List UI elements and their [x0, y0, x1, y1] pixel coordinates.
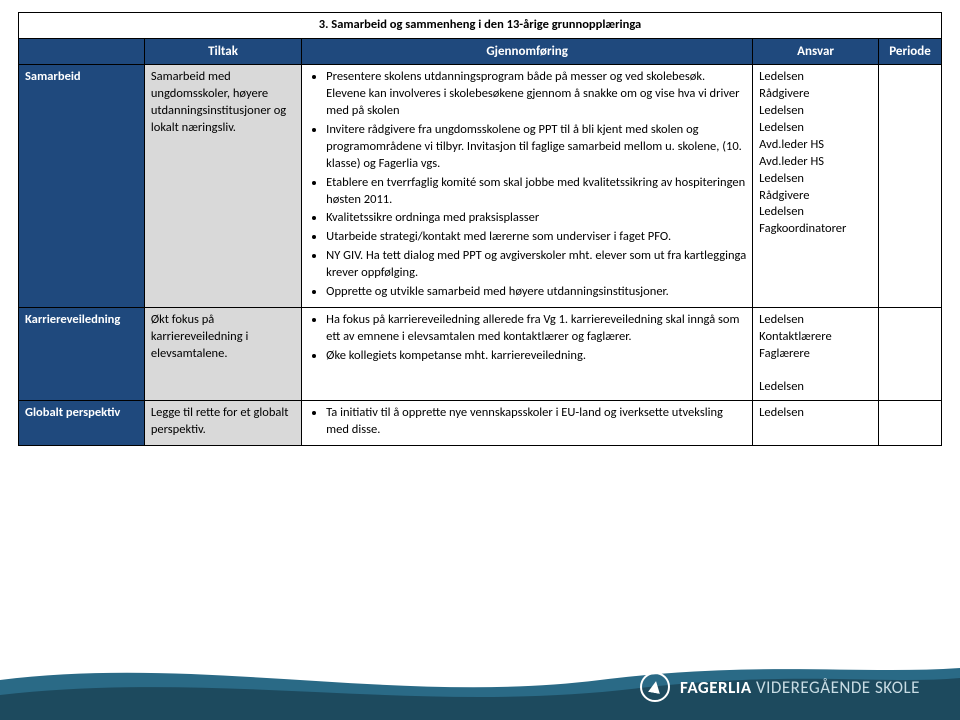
periode-cell — [879, 307, 942, 400]
page-container: 3. Samarbeid og sammenheng i den 13-årig… — [0, 0, 960, 458]
table-body: SamarbeidSamarbeid med ungdomsskoler, hø… — [19, 65, 942, 446]
logo-bold: FAGERLIA — [680, 677, 752, 698]
table-row: Globalt perspektivLegge til rette for et… — [19, 401, 942, 446]
bullet-item: NY GIV. Ha tett dialog med PPT og avgive… — [326, 248, 746, 282]
bullet-item: Etablere en tverrfaglig komité som skal … — [326, 175, 746, 209]
bullet-item: Øke kollegiets kompetanse mht. karrierev… — [326, 348, 746, 365]
logo-icon — [640, 672, 670, 702]
logo-thin: VIDEREGÅENDE SKOLE — [756, 677, 920, 698]
footer-logo: FAGERLIA VIDEREGÅENDE SKOLE — [640, 672, 920, 702]
header-tiltak: Tiltak — [144, 38, 301, 65]
header-periode: Periode — [879, 38, 942, 65]
category-cell: Globalt perspektiv — [19, 401, 145, 446]
bullet-item: Utarbeide strategi/kontakt med lærerne s… — [326, 229, 746, 246]
header-ansvar: Ansvar — [753, 38, 879, 65]
category-cell: Karriereveiledning — [19, 307, 145, 400]
bullet-item: Ha fokus på karriereveiledning allerede … — [326, 312, 746, 346]
category-cell: Samarbeid — [19, 65, 145, 307]
table-title: 3. Samarbeid og sammenheng i den 13-årig… — [19, 13, 942, 39]
table-row: KarriereveiledningØkt fokus på karrierev… — [19, 307, 942, 400]
bullet-item: Ta initiativ til å opprette nye vennskap… — [326, 405, 746, 439]
bullet-item: Presentere skolens utdanningsprogram båd… — [326, 69, 746, 120]
tiltak-cell: Økt fokus på karriereveiledning i elevsa… — [144, 307, 301, 400]
ansvar-cell: Ledelsen Rådgivere Ledelsen Ledelsen Avd… — [753, 65, 879, 307]
header-gjennomforing: Gjennomføring — [302, 38, 753, 65]
main-table: 3. Samarbeid og sammenheng i den 13-årig… — [18, 12, 942, 446]
periode-cell — [879, 65, 942, 307]
bullet-item: Opprette og utvikle samarbeid med høyere… — [326, 284, 746, 301]
gjennomforing-cell: Ha fokus på karriereveiledning allerede … — [302, 307, 753, 400]
tiltak-cell: Samarbeid med ungdomsskoler, høyere utda… — [144, 65, 301, 307]
header-blank — [19, 38, 145, 65]
bullet-item: Invitere rådgivere fra ungdomsskolene og… — [326, 122, 746, 173]
title-row: 3. Samarbeid og sammenheng i den 13-årig… — [19, 13, 942, 39]
gjennomforing-cell: Ta initiativ til å opprette nye vennskap… — [302, 401, 753, 446]
table-row: SamarbeidSamarbeid med ungdomsskoler, hø… — [19, 65, 942, 307]
header-row: Tiltak Gjennomføring Ansvar Periode — [19, 38, 942, 65]
ansvar-cell: Ledelsen Kontaktlærere Faglærere Ledelse… — [753, 307, 879, 400]
tiltak-cell: Legge til rette for et globalt perspekti… — [144, 401, 301, 446]
ansvar-cell: Ledelsen — [753, 401, 879, 446]
periode-cell — [879, 401, 942, 446]
gjennomforing-cell: Presentere skolens utdanningsprogram båd… — [302, 65, 753, 307]
bullet-item: Kvalitetssikre ordninga med praksisplass… — [326, 210, 746, 227]
